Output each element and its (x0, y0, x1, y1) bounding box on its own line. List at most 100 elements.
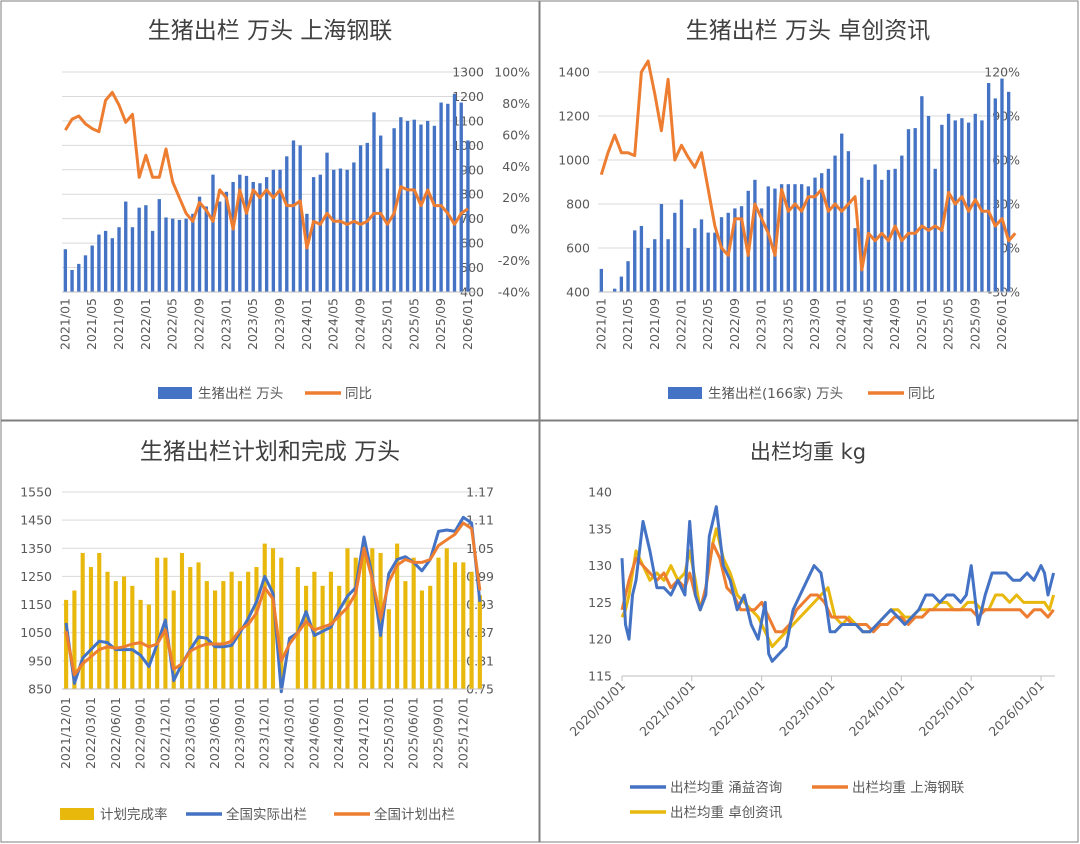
bar-3-32 (328, 571, 333, 689)
bar-1-3 (83, 255, 88, 292)
bar-2-50 (933, 168, 937, 292)
y-tick-1-7: 600 (460, 236, 484, 251)
bar-1-1 (70, 270, 74, 292)
bar-3-0 (64, 599, 69, 689)
x-tick-3-5: 2023/03/01 (182, 697, 197, 769)
bar-2-54 (960, 118, 964, 292)
bar-1-7 (110, 238, 114, 292)
bar-2-17 (713, 232, 717, 292)
y-tick-2-3: 800 (566, 197, 590, 212)
bar-1-14 (157, 199, 161, 292)
x-tick-1-11: 2024/09 (353, 298, 368, 350)
y2-tick-1-7: -40% (498, 285, 530, 300)
bar-3-28 (295, 567, 300, 689)
bar-2-11 (673, 212, 677, 292)
x-tick-2-14: 2025/09 (967, 298, 982, 350)
bar-1-30 (264, 177, 269, 292)
panel-frame-1 (0, 0, 540, 421)
bar-2-21 (739, 206, 744, 292)
bar-1-36 (305, 213, 309, 292)
bar-1-8 (117, 227, 121, 292)
bar-1-16 (171, 218, 175, 292)
bar-1-46 (372, 112, 376, 292)
bar-2-13 (686, 248, 690, 292)
bar-1-9 (124, 201, 128, 292)
bar-2-24 (759, 208, 764, 292)
bar-1-44 (358, 145, 363, 292)
bar-2-37 (846, 151, 851, 292)
bar-3-17 (204, 581, 209, 689)
bar-2-45 (900, 155, 904, 292)
chart-title-4: 出栏均重 kg (750, 440, 866, 464)
bar-3-6 (113, 581, 118, 689)
bar-1-15 (164, 217, 168, 292)
y-tick-4-2: 130 (588, 558, 612, 573)
bar-1-28 (251, 182, 255, 292)
legend-label-2-1: 同比 (908, 386, 935, 402)
legend-label-3-1: 全国实际出栏 (226, 806, 307, 823)
bar-2-55 (966, 122, 971, 292)
y2-tick-1-0: 100% (494, 65, 530, 80)
x-tick-3-3: 2022/09/01 (133, 697, 148, 769)
bar-1-54 (426, 120, 430, 292)
bar-1-58 (452, 94, 457, 292)
bar-2-18 (719, 217, 724, 292)
bar-2-5 (633, 230, 637, 292)
bar-1-57 (446, 103, 450, 293)
y-tick-3-5: 1050 (20, 625, 52, 640)
x-tick-3-13: 2025/03/01 (381, 697, 396, 769)
bar-2-14 (693, 228, 697, 292)
y2-tick-2-1: 90% (992, 109, 1020, 124)
bar-2-48 (920, 96, 924, 292)
x-tick-3-1: 2022/03/01 (83, 697, 98, 769)
x-tick-3-14: 2025/06/01 (406, 697, 421, 769)
x-tick-1-14: 2025/09 (433, 298, 448, 350)
x-tick-3-7: 2023/09/01 (232, 697, 247, 769)
bar-3-37 (370, 548, 375, 689)
bar-2-0 (599, 268, 604, 292)
x-tick-1-1: 2021/05 (84, 298, 99, 350)
bar-1-10 (130, 227, 135, 292)
bar-1-18 (184, 218, 188, 292)
y-tick-2-1: 1200 (558, 109, 590, 124)
legend-label-1-1: 同比 (345, 386, 372, 402)
bar-2-27 (779, 184, 784, 292)
bar-1-37 (311, 177, 316, 292)
series-line-3-2 (64, 521, 482, 677)
bar-3-7 (121, 576, 127, 689)
x-tick-2-9: 2024/01 (834, 298, 849, 350)
bar-3-2 (80, 552, 85, 689)
bar-3-19 (221, 581, 226, 689)
y-tick-2-4: 600 (566, 241, 590, 256)
bar-2-30 (799, 184, 804, 292)
y2-tick-1-2: 60% (502, 127, 530, 142)
bar-1-39 (325, 152, 329, 292)
bar-2-46 (906, 129, 911, 292)
y2-tick-3-2: 1.05 (466, 541, 494, 556)
bar-3-24 (262, 543, 267, 689)
bar-3-5 (105, 571, 110, 689)
bar-2-44 (893, 168, 897, 292)
x-tick-1-2: 2021/09 (111, 298, 126, 350)
bar-3-35 (353, 557, 358, 689)
bar-1-59 (459, 102, 463, 292)
bar-2-34 (826, 168, 831, 292)
x-tick-1-10: 2024/05 (326, 298, 341, 350)
bar-2-39 (860, 177, 864, 292)
bar-2-7 (646, 248, 650, 292)
bar-3-47 (452, 562, 458, 689)
x-tick-2-10: 2024/05 (860, 298, 875, 350)
bar-1-20 (197, 196, 202, 292)
y-tick-3-2: 1350 (20, 541, 52, 556)
y-tick-3-4: 1150 (20, 597, 52, 612)
bar-2-38 (853, 228, 857, 292)
bar-3-40 (395, 543, 400, 689)
legend-label-4-0: 出栏均重 涌益咨询 (670, 780, 782, 796)
bar-2-36 (840, 133, 844, 292)
x-tick-3-15: 2025/09/01 (430, 697, 445, 769)
bar-2-61 (1006, 91, 1011, 292)
bar-1-53 (419, 124, 423, 292)
y-tick-2-2: 1000 (558, 153, 590, 168)
bar-2-2 (613, 288, 617, 292)
x-tick-1-5: 2022/09 (192, 298, 207, 350)
